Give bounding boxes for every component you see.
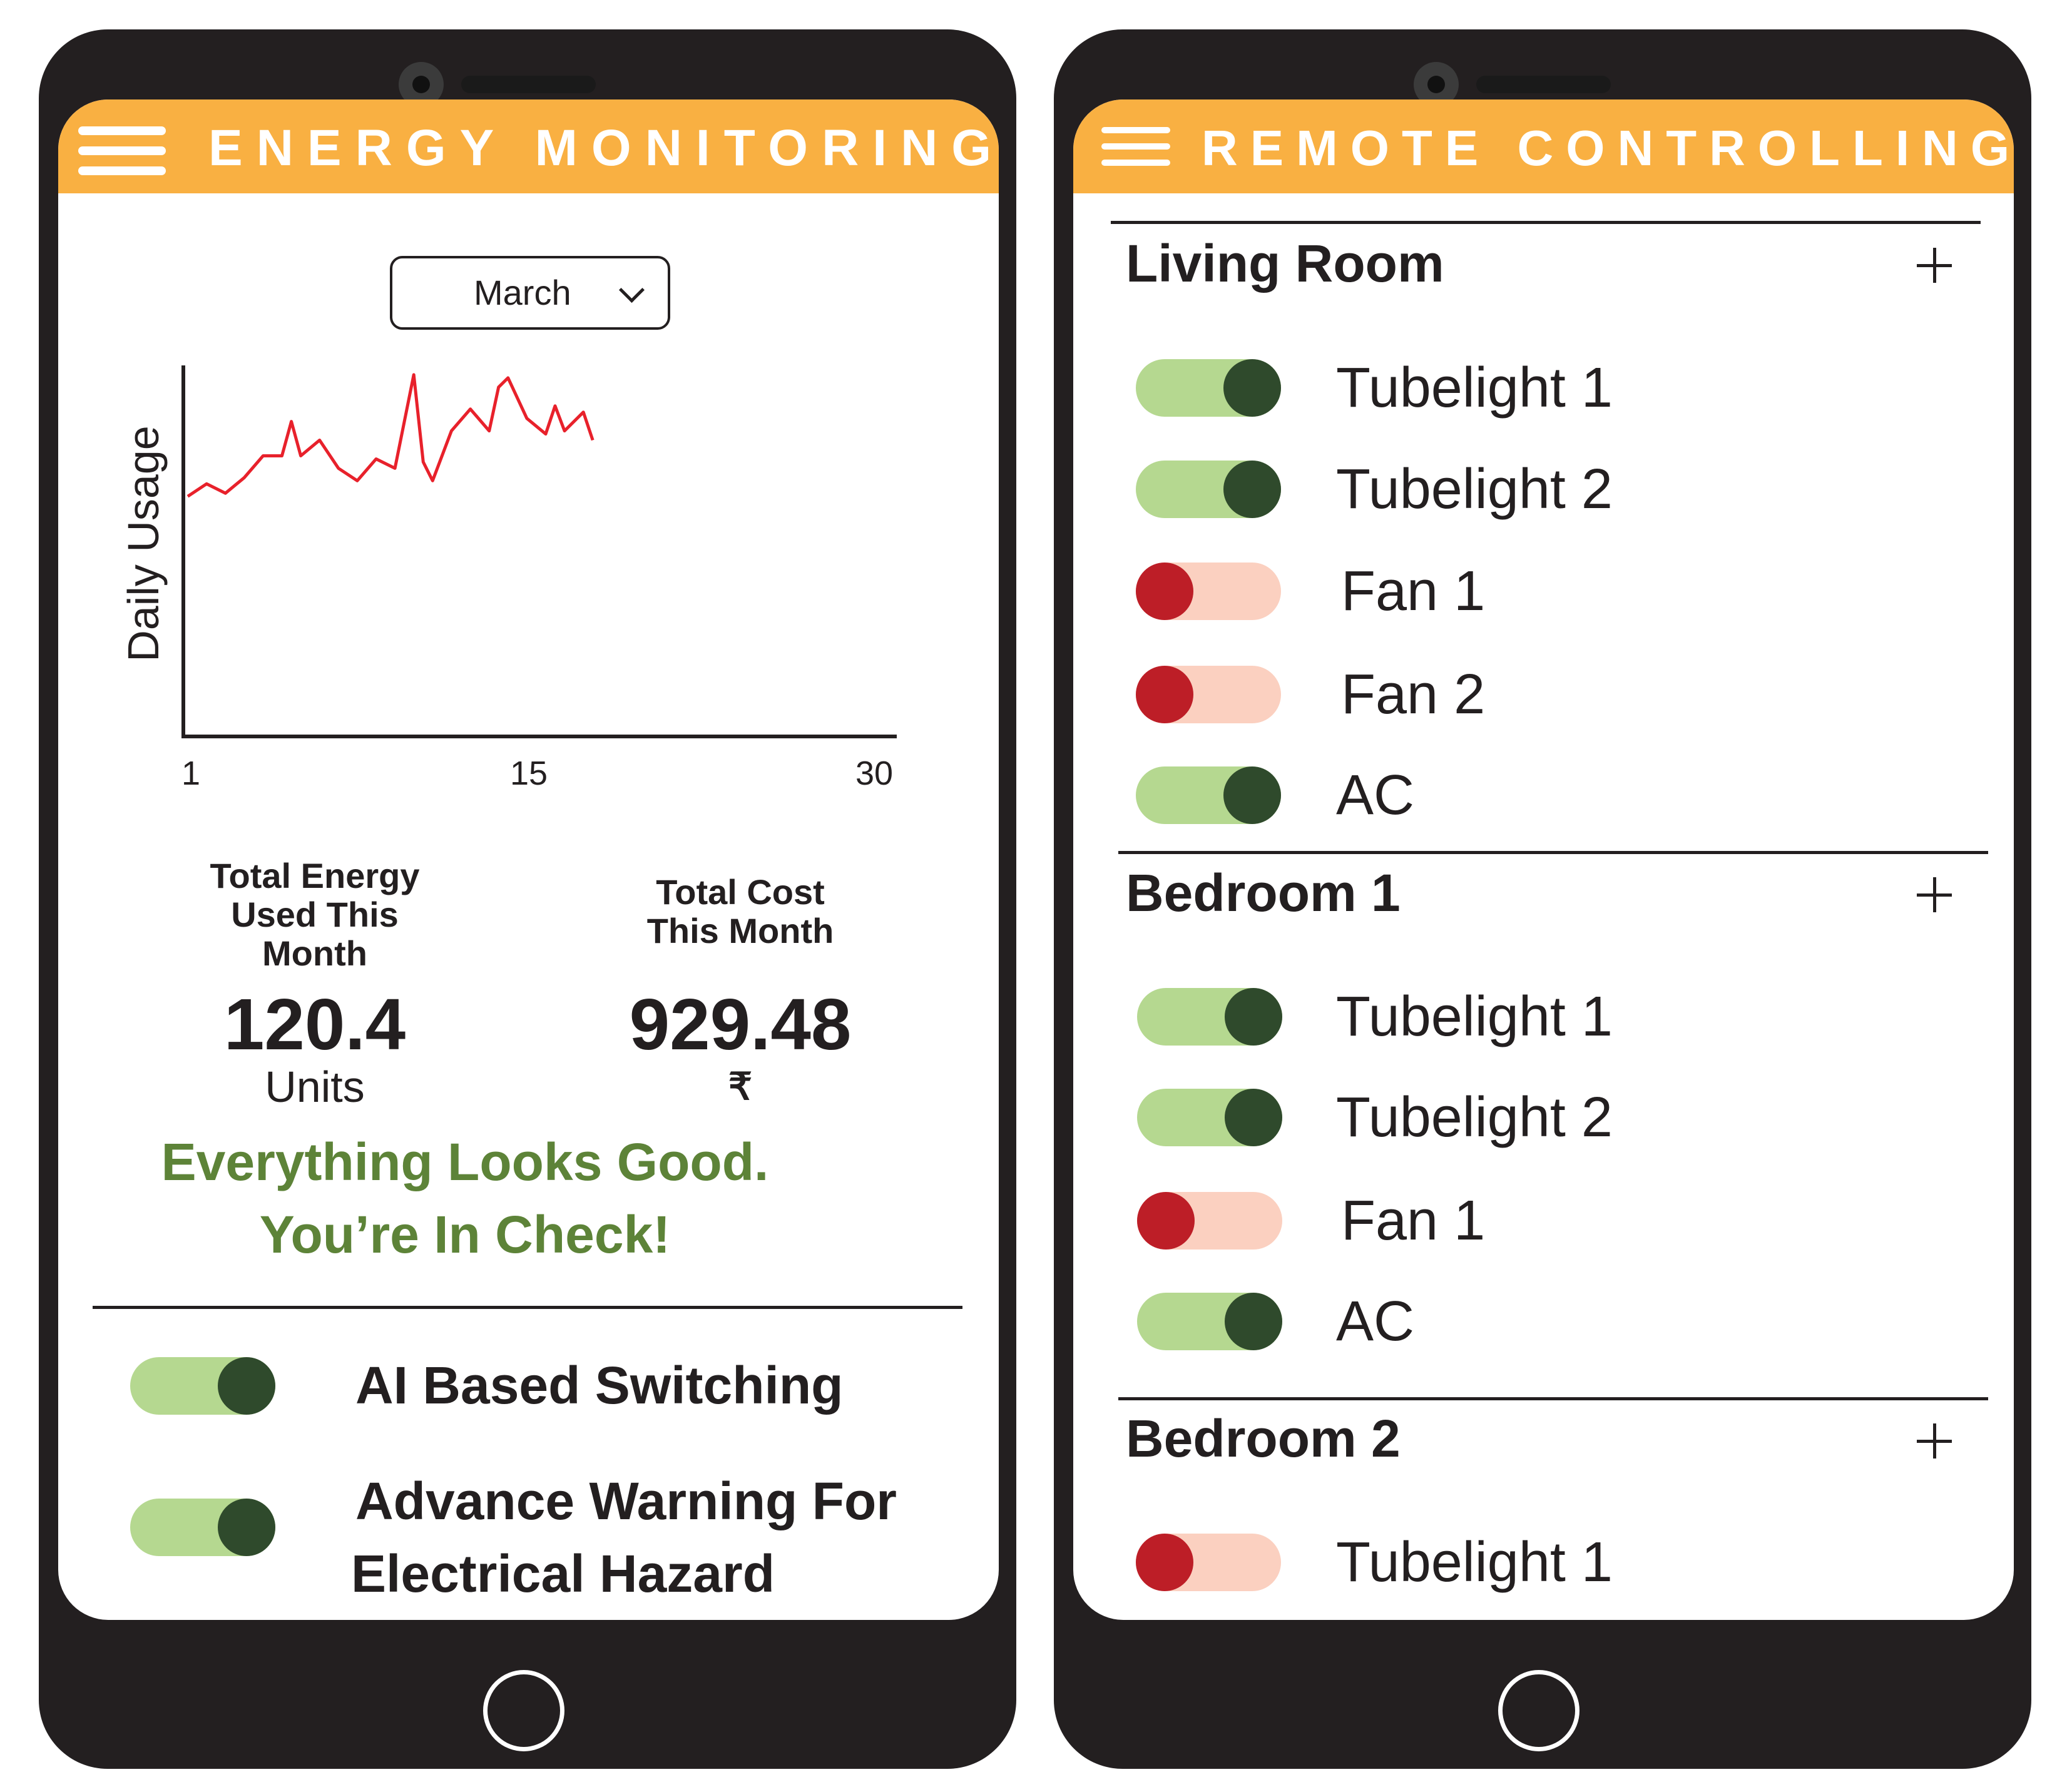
toggle-bedroom-2-tubelight-1[interactable] bbox=[1136, 1534, 1281, 1591]
total-energy-label: Total Energy Used This Month bbox=[158, 857, 471, 973]
room-title-living-room: Living Room bbox=[1126, 234, 1444, 293]
status-message-line: You’re In Check! bbox=[259, 1205, 671, 1264]
toggle-knob bbox=[1223, 359, 1281, 417]
hazard-warning-toggle[interactable] bbox=[130, 1499, 275, 1556]
daily-usage-chart: Daily Usage 1 15 30 bbox=[119, 365, 897, 788]
total-energy-value: 120.4 bbox=[223, 984, 406, 1065]
toggle-living-room-fan-2[interactable] bbox=[1136, 666, 1281, 723]
add-device-living-room-icon[interactable] bbox=[1917, 248, 1952, 283]
total-cost-label: Total Cost This Month bbox=[584, 873, 897, 950]
total-cost-value: 929.48 bbox=[629, 984, 852, 1065]
app-header: ENERGY MONITORING bbox=[58, 99, 999, 193]
toggle-knob bbox=[218, 1357, 275, 1415]
hamburger-menu-icon[interactable] bbox=[1101, 127, 1170, 166]
x-tick-label: 15 bbox=[510, 755, 548, 788]
total-cost-label-line: Total Cost bbox=[656, 872, 825, 912]
total-energy-label-line: Month bbox=[262, 934, 367, 973]
toggle-living-room-tubelight-1[interactable] bbox=[1136, 359, 1281, 417]
add-device-bedroom-1-icon[interactable] bbox=[1917, 877, 1952, 912]
total-cost-label-line: This Month bbox=[646, 911, 834, 950]
device-label: Tubelight 1 bbox=[1336, 357, 1613, 419]
page-title: ENERGY MONITORING bbox=[208, 120, 999, 176]
hazard-warning-label-line: Advance Warning For bbox=[355, 1472, 897, 1530]
remote-screen: REMOTE CONTROLLING Living Room Tubelight… bbox=[1073, 99, 2014, 1620]
device-label: AC bbox=[1336, 1290, 1415, 1353]
device-label: AC bbox=[1336, 764, 1415, 827]
y-axis-label: Daily Usage bbox=[119, 425, 168, 661]
phone-remote-controlling: REMOTE CONTROLLING Living Room Tubelight… bbox=[1054, 29, 2031, 1769]
month-select-value: March bbox=[474, 273, 571, 312]
room-divider bbox=[1118, 1397, 1988, 1400]
toggle-knob bbox=[1225, 1089, 1282, 1146]
device-label: Fan 2 bbox=[1341, 663, 1486, 726]
status-message-line: Everything Looks Good. bbox=[161, 1133, 769, 1191]
toggle-knob bbox=[1136, 666, 1193, 723]
total-energy-unit: Units bbox=[265, 1062, 365, 1111]
hamburger-menu-icon[interactable] bbox=[78, 126, 166, 175]
toggle-living-room-tubelight-2[interactable] bbox=[1136, 461, 1281, 518]
toggle-bedroom-1-fan-1[interactable] bbox=[1137, 1192, 1282, 1250]
toggle-living-room-ac[interactable] bbox=[1136, 766, 1281, 824]
home-button[interactable] bbox=[1498, 1670, 1580, 1751]
status-message: Everything Looks Good. You’re In Check! bbox=[121, 1126, 809, 1271]
room-title-bedroom-1: Bedroom 1 bbox=[1126, 863, 1401, 922]
total-energy-label-line: Total Energy bbox=[210, 856, 420, 895]
device-label: Tubelight 2 bbox=[1336, 458, 1613, 521]
month-select[interactable]: March bbox=[390, 256, 670, 330]
speaker-grille bbox=[1476, 76, 1611, 93]
add-device-bedroom-2-icon[interactable] bbox=[1917, 1423, 1952, 1459]
app-header: REMOTE CONTROLLING bbox=[1073, 99, 2014, 193]
home-button[interactable] bbox=[483, 1670, 564, 1751]
toggle-knob bbox=[1223, 766, 1281, 824]
ai-switching-toggle[interactable] bbox=[130, 1357, 275, 1415]
section-divider bbox=[93, 1306, 962, 1309]
toggle-knob bbox=[1136, 1534, 1193, 1591]
toggle-knob bbox=[1225, 1293, 1282, 1350]
toggle-knob bbox=[1223, 461, 1281, 518]
device-label: Tubelight 2 bbox=[1336, 1086, 1613, 1149]
toggle-bedroom-1-tubelight-1[interactable] bbox=[1137, 988, 1282, 1046]
rupee-symbol: ₹ bbox=[728, 1066, 753, 1107]
device-label: Tubelight 1 bbox=[1336, 1531, 1613, 1594]
toggle-bedroom-1-tubelight-2[interactable] bbox=[1137, 1089, 1282, 1146]
x-tick-label: 30 bbox=[855, 755, 893, 788]
hazard-warning-label-line: Electrical Hazard bbox=[351, 1544, 775, 1603]
page-title: REMOTE CONTROLLING bbox=[1202, 120, 2014, 176]
total-cost-stat: Total Cost This Month 929.48 ₹ bbox=[584, 873, 897, 1112]
energy-screen: ENERGY MONITORING March Daily Usage 1 15 30… bbox=[58, 99, 999, 1620]
room-divider bbox=[1118, 851, 1988, 854]
usage-series-line bbox=[186, 373, 595, 498]
phone-energy-monitoring: ENERGY MONITORING March Daily Usage 1 15 30… bbox=[39, 29, 1016, 1769]
x-tick-label: 1 bbox=[181, 755, 200, 788]
total-energy-label-line: Used This bbox=[231, 895, 399, 934]
device-label: Tubelight 1 bbox=[1336, 985, 1613, 1048]
toggle-knob bbox=[1137, 1192, 1195, 1250]
toggle-knob bbox=[1136, 563, 1193, 620]
toggle-living-room-fan-1[interactable] bbox=[1136, 563, 1281, 620]
device-label: Fan 1 bbox=[1341, 560, 1486, 623]
toggle-knob bbox=[218, 1499, 275, 1556]
toggle-bedroom-1-ac[interactable] bbox=[1137, 1293, 1282, 1350]
device-label: Fan 1 bbox=[1341, 1189, 1486, 1252]
ai-switching-label: AI Based Switching bbox=[355, 1356, 844, 1415]
total-energy-stat: Total Energy Used This Month 120.4 Units bbox=[158, 857, 471, 1112]
toggle-knob bbox=[1225, 988, 1282, 1046]
speaker-grille bbox=[461, 76, 596, 93]
hazard-warning-label: Advance Warning For Electrical Hazard bbox=[351, 1465, 897, 1610]
room-divider bbox=[1111, 221, 1981, 224]
room-title-bedroom-2: Bedroom 2 bbox=[1126, 1409, 1401, 1468]
